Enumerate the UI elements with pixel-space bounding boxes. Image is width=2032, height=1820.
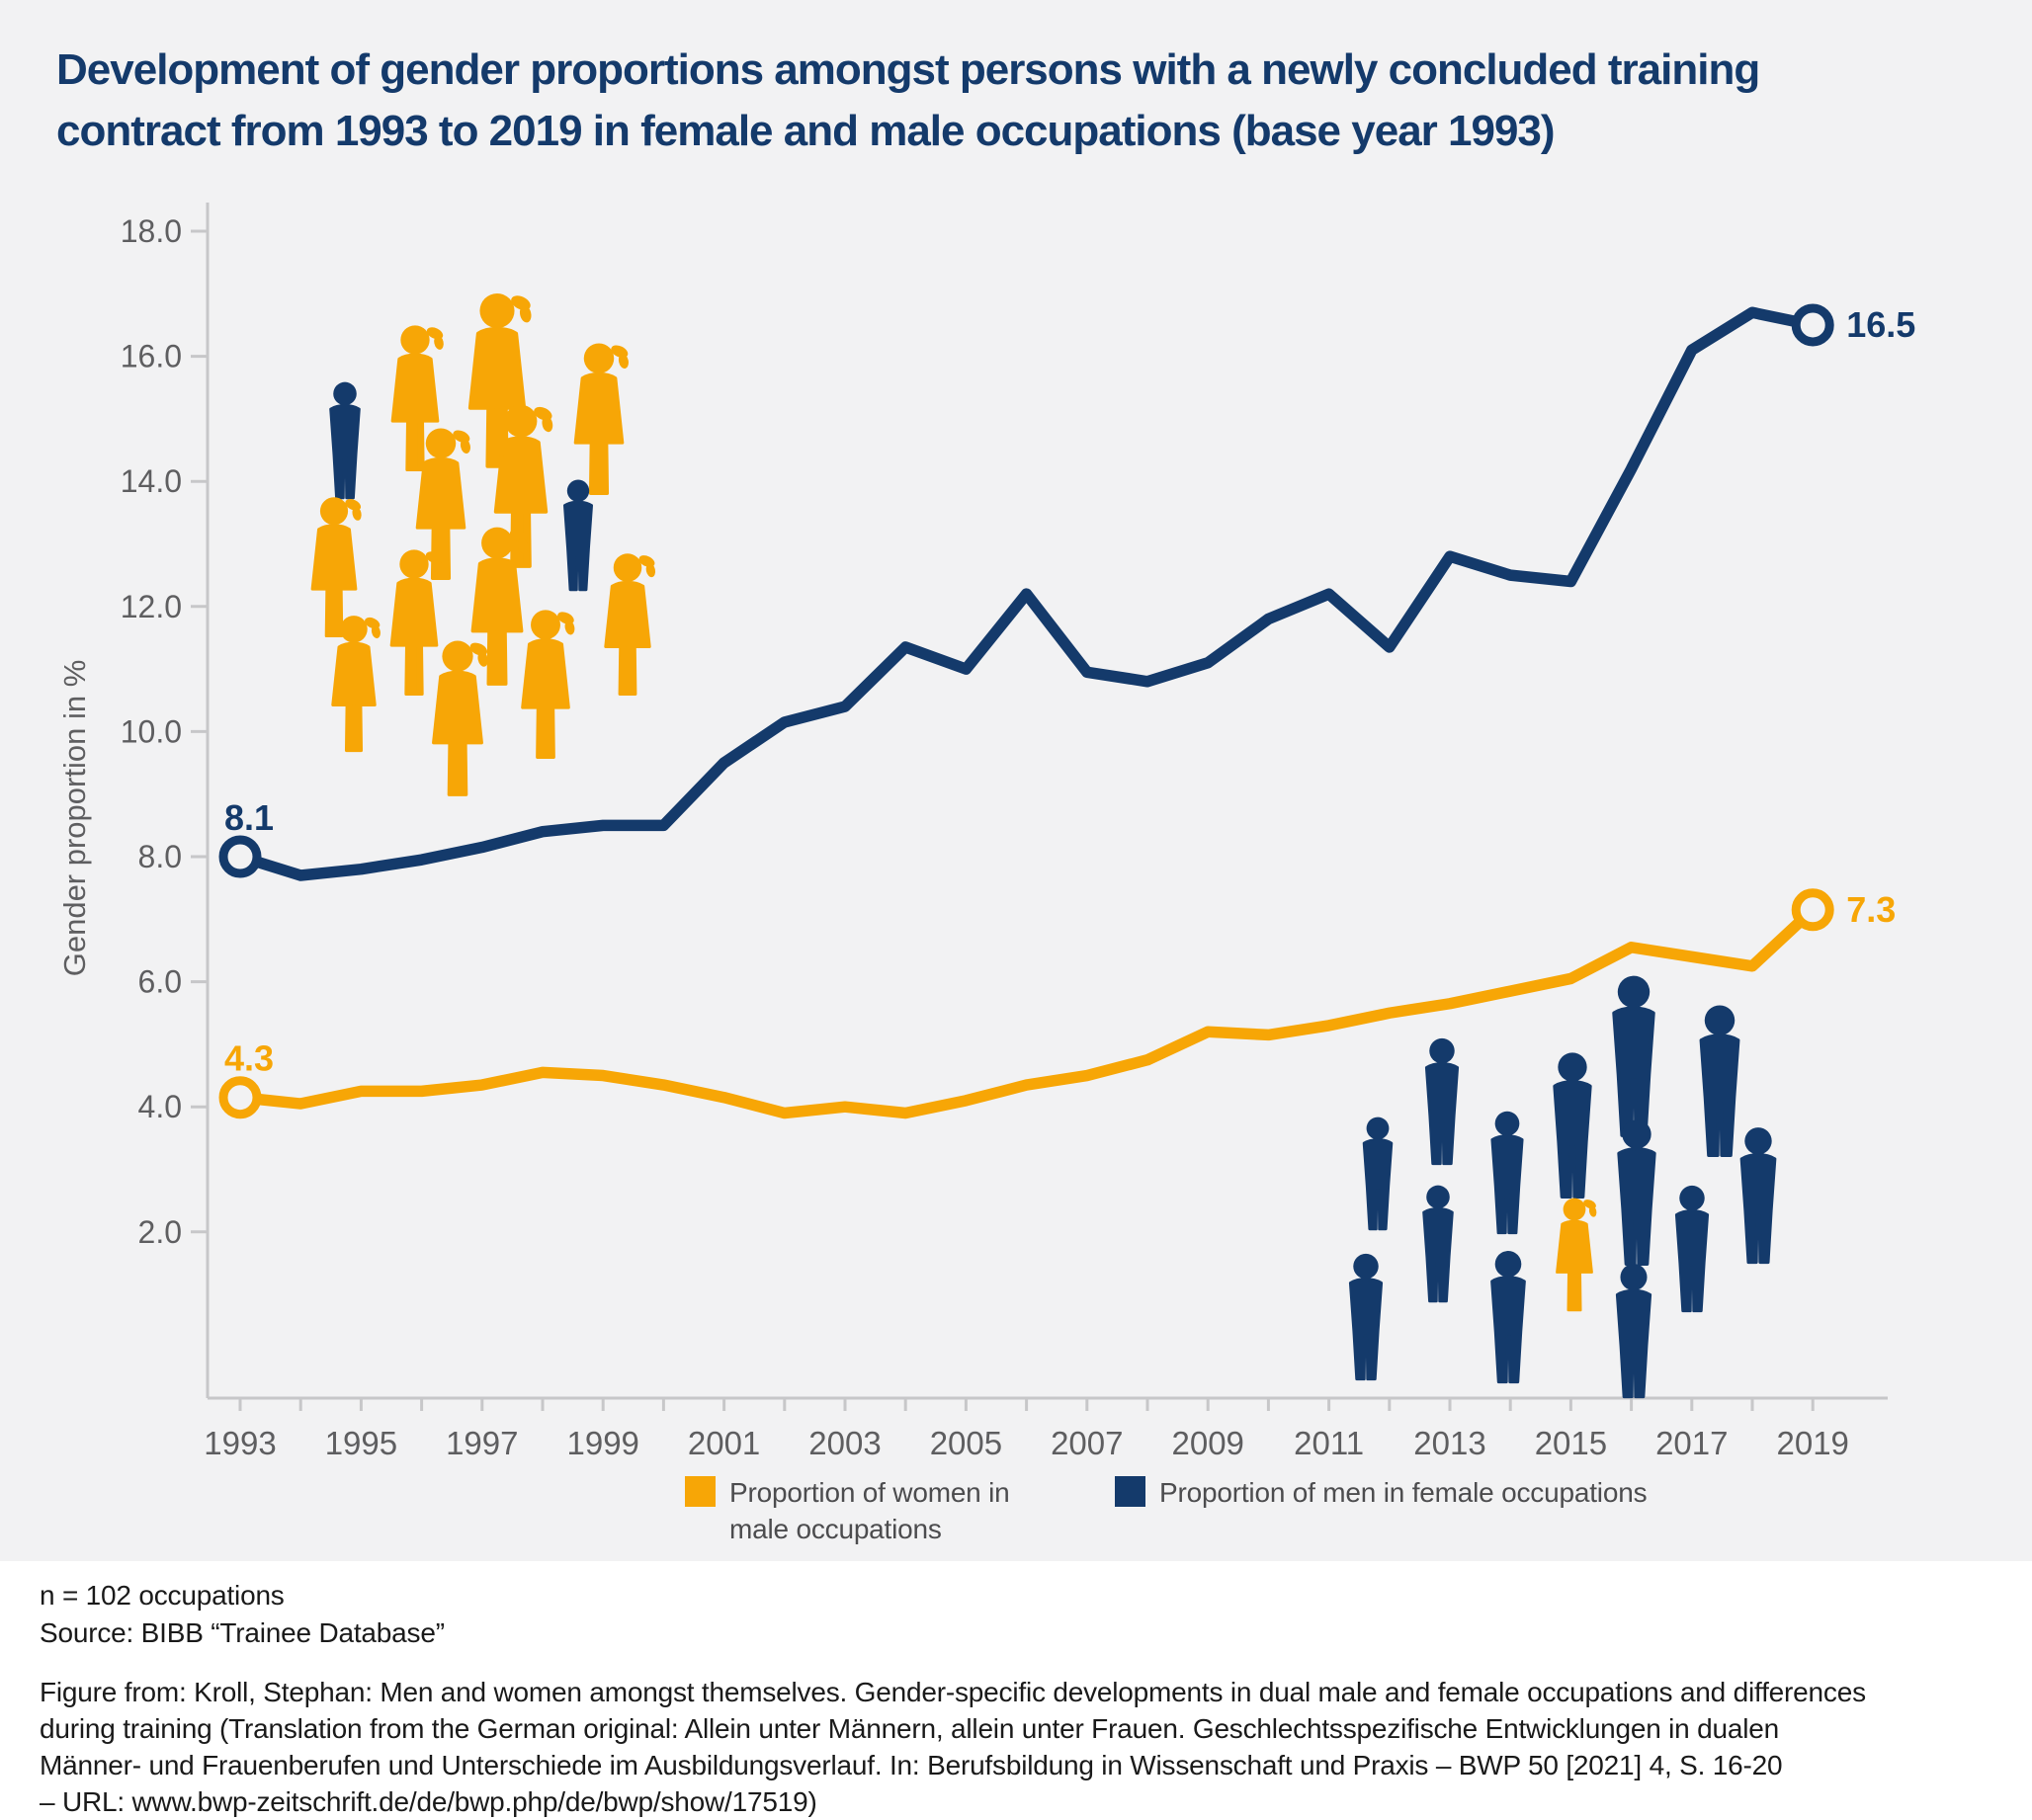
female-person-icon xyxy=(573,343,629,495)
male-person-icon xyxy=(1615,1264,1652,1399)
x-tick-label: 2005 xyxy=(930,1425,1002,1461)
female-person-icon xyxy=(432,640,488,796)
male-person-icon xyxy=(562,479,594,592)
x-tick-label: 2011 xyxy=(1294,1425,1364,1461)
female-person-icon xyxy=(310,497,362,638)
mostly-women-group-pictograms xyxy=(310,292,656,796)
legend-swatch-navy-icon xyxy=(1115,1476,1145,1507)
legend-item-men-in-female-occupations: Proportion of men in female occupations xyxy=(1115,1474,1648,1511)
female-person-icon xyxy=(470,527,529,686)
female-person-icon xyxy=(521,610,575,759)
male-person-icon xyxy=(1348,1253,1384,1381)
y-tick-label: 2.0 xyxy=(138,1214,182,1250)
male-person-icon xyxy=(1612,975,1655,1137)
x-tick-label: 2003 xyxy=(808,1425,881,1461)
legend-label: Proportion of women in male occupations xyxy=(729,1477,1010,1544)
citation-note: Figure from: Kroll, Stephan: Men and wom… xyxy=(40,1677,1866,1817)
male-person-icon xyxy=(1490,1251,1526,1384)
x-tick-label: 1995 xyxy=(325,1425,397,1461)
data-point-marker xyxy=(1791,303,1834,347)
x-tick-label: 2017 xyxy=(1655,1425,1728,1461)
data-point-label: 8.1 xyxy=(224,797,274,838)
page-title: Development of gender proportions amongs… xyxy=(56,45,1760,155)
x-tick-label: 2001 xyxy=(688,1425,760,1461)
figure-footer: n = 102 occupations Source: BIBB “Traine… xyxy=(0,1561,2032,1820)
x-tick-label: 2013 xyxy=(1413,1425,1485,1461)
x-tick-label: 1993 xyxy=(204,1425,276,1461)
y-tick-label: 6.0 xyxy=(138,964,182,1000)
gender-proportion-line-chart: 2.0 4.0 6.0 8.0 10.0 12.0 14.0 16.0 18.0 1993 1995… xyxy=(57,203,1915,1461)
y-tick-label: 4.0 xyxy=(138,1089,182,1124)
series-men-in-female-occupations: 8.1 16.5 xyxy=(218,303,1915,881)
data-point-marker xyxy=(218,835,262,878)
series-line xyxy=(234,306,1819,881)
female-person-icon xyxy=(467,292,532,468)
y-tick-label: 18.0 xyxy=(121,213,182,249)
y-tick-label: 10.0 xyxy=(121,713,182,749)
x-tick-label: 1997 xyxy=(446,1425,518,1461)
legend-label: Proportion of men in female occupations xyxy=(1159,1477,1648,1508)
x-tick-label: 2019 xyxy=(1776,1425,1848,1461)
male-person-icon xyxy=(1739,1127,1777,1265)
y-tick-label: 14.0 xyxy=(121,463,182,499)
male-person-icon xyxy=(1553,1052,1592,1200)
y-tick-label: 16.0 xyxy=(121,339,182,374)
chart-panel: 2.0 4.0 6.0 8.0 10.0 12.0 14.0 16.0 18.0 1993 1995… xyxy=(0,0,2032,1561)
y-tick-label: 12.0 xyxy=(121,589,182,624)
data-point-label: 7.3 xyxy=(1846,889,1896,930)
mostly-men-group-pictograms xyxy=(1348,975,1777,1399)
x-tick-label: 2009 xyxy=(1171,1425,1243,1461)
female-person-icon xyxy=(331,616,381,753)
male-person-icon xyxy=(1617,1119,1656,1267)
data-point-label: 16.5 xyxy=(1846,304,1915,345)
y-axis-title: Gender proportion in % xyxy=(57,660,92,977)
male-person-icon xyxy=(1699,1005,1740,1157)
male-person-icon xyxy=(1490,1111,1524,1235)
sample-size-note: n = 102 occupations xyxy=(40,1580,285,1611)
female-person-icon xyxy=(390,325,444,472)
legend-item-women-in-male-occupations: Proportion of women in male occupations xyxy=(685,1474,1010,1547)
axes: 2.0 4.0 6.0 8.0 10.0 12.0 14.0 16.0 18.0 1993 1995… xyxy=(121,203,1888,1461)
x-tick-label: 2007 xyxy=(1051,1425,1123,1461)
series-women-in-male-occupations: 4.3 7.3 xyxy=(218,888,1896,1119)
source-note: Source: BIBB “Trainee Database” xyxy=(40,1617,445,1648)
legend-swatch-orange-icon xyxy=(685,1476,716,1507)
x-tick-label: 2015 xyxy=(1535,1425,1607,1461)
male-person-icon xyxy=(1424,1037,1460,1166)
male-person-icon xyxy=(1422,1185,1454,1303)
data-point-marker xyxy=(218,1076,262,1119)
male-person-icon xyxy=(1362,1117,1394,1231)
female-person-icon xyxy=(604,553,656,697)
data-point-marker xyxy=(1791,888,1834,932)
y-tick-label: 8.0 xyxy=(138,839,182,874)
female-person-icon xyxy=(493,404,553,568)
male-person-icon xyxy=(329,381,361,500)
series-line xyxy=(234,904,1819,1119)
x-tick-label: 1999 xyxy=(566,1425,638,1461)
female-person-icon xyxy=(415,428,470,580)
male-person-icon xyxy=(1674,1185,1710,1313)
female-person-icon xyxy=(1556,1198,1597,1312)
female-person-icon xyxy=(389,549,443,697)
data-point-label: 4.3 xyxy=(224,1038,274,1079)
